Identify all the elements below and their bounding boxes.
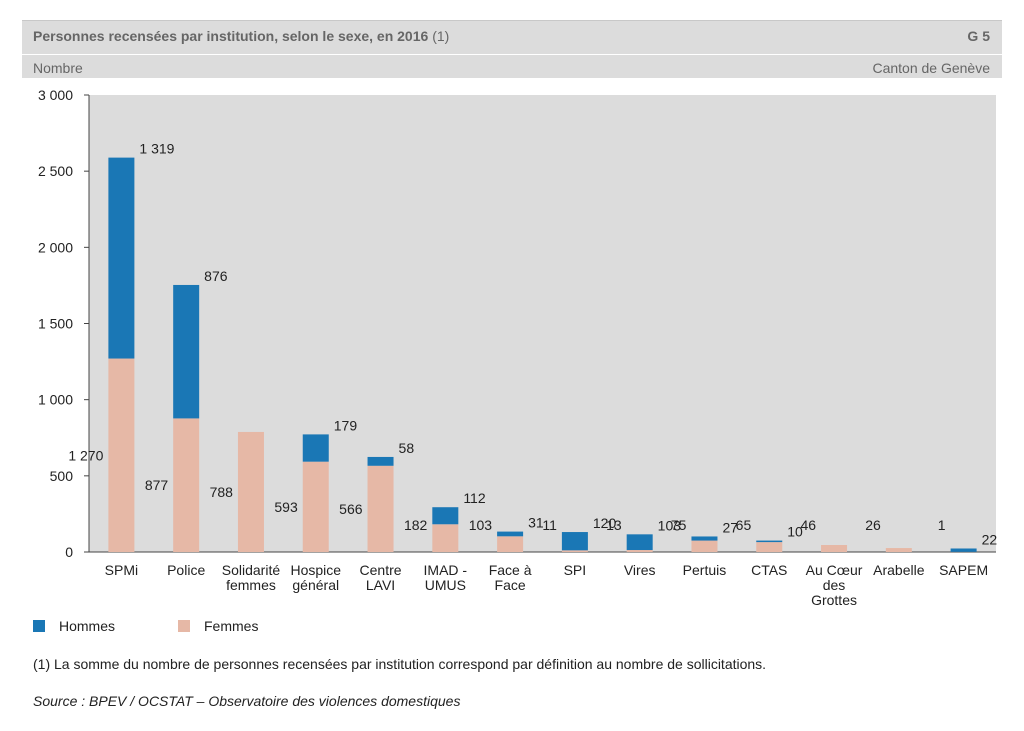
bar-hommes xyxy=(173,284,200,419)
stacked-bar-chart: 0 500 1 000 1 500 2 000 2 500 3 000 1 270 1 319 S… xyxy=(38,87,998,608)
y-tick-label: 1 000 xyxy=(38,392,73,408)
bar-hommes xyxy=(756,540,783,543)
x-tick-label: CTAS xyxy=(751,562,787,578)
chart-header: Personnes recensées par institution, sel… xyxy=(22,20,1002,78)
data-label-hommes: 58 xyxy=(399,440,415,456)
x-tick-label: SPI xyxy=(564,562,587,578)
data-label-hommes: 27 xyxy=(722,519,738,535)
data-label-hommes: 1 319 xyxy=(139,141,174,157)
bar-hommes xyxy=(626,534,653,551)
bar-femmes xyxy=(691,540,718,552)
data-label-femmes: 877 xyxy=(145,477,169,493)
data-label-hommes: 120 xyxy=(593,515,617,531)
data-label-femmes: 103 xyxy=(469,517,493,533)
bar-femmes xyxy=(821,544,848,552)
footnote: (1) La somme du nombre de personnes rece… xyxy=(33,656,767,672)
data-label-femmes: 11 xyxy=(542,517,557,533)
x-tick-label: Face xyxy=(495,577,526,593)
bar-femmes xyxy=(302,461,329,552)
legend-label-femmes: Femmes xyxy=(204,618,259,634)
data-label-femmes: 788 xyxy=(210,484,234,500)
bar-femmes xyxy=(173,418,200,552)
x-tick-label: Vires xyxy=(624,562,656,578)
unit-label: Nombre xyxy=(33,60,83,76)
bar-femmes xyxy=(108,358,135,552)
x-tick-label: Pertuis xyxy=(683,562,727,578)
chart-title: Personnes recensées par institution, sel… xyxy=(33,28,450,44)
data-label-hommes: 31 xyxy=(528,515,544,531)
y-tick-label: 3 000 xyxy=(38,87,73,103)
legend-label-hommes: Hommes xyxy=(59,618,116,634)
data-label-hommes: 103 xyxy=(658,517,682,533)
y-tick-label: 2 500 xyxy=(38,163,73,179)
graph-number: G 5 xyxy=(967,28,990,44)
bar-femmes xyxy=(885,548,912,552)
x-tick-label: LAVI xyxy=(366,577,395,593)
x-tick-label: IMAD - xyxy=(424,562,468,578)
bar-femmes xyxy=(561,550,588,552)
bar-hommes xyxy=(367,456,394,466)
header-divider xyxy=(22,54,1002,55)
x-tick-label: Grottes xyxy=(811,592,857,608)
x-tick-label: Arabelle xyxy=(873,562,925,578)
y-tick-label: 2 000 xyxy=(38,239,73,255)
y-tick-label: 1 500 xyxy=(38,316,73,332)
bar-hommes xyxy=(950,548,977,552)
bar-femmes xyxy=(626,550,653,552)
data-label-hommes: 10 xyxy=(787,524,803,540)
source-note: Source : BPEV / OCSTAT – Observatoire de… xyxy=(33,693,461,709)
bar-hommes xyxy=(302,434,329,462)
bar-femmes xyxy=(237,431,264,552)
data-label-femmes: 182 xyxy=(404,517,428,533)
data-label-femmes: 566 xyxy=(339,501,363,517)
x-tick-label: femmes xyxy=(226,577,276,593)
region-label: Canton de Genève xyxy=(872,60,990,76)
data-label-hommes: 22 xyxy=(982,531,998,547)
x-tick-label: des xyxy=(823,577,846,593)
y-tick-label: 0 xyxy=(65,544,73,560)
bar-hommes xyxy=(497,531,524,537)
data-label-femmes: 26 xyxy=(865,517,881,533)
y-tick-label: 500 xyxy=(50,468,74,484)
x-tick-label: Police xyxy=(167,562,205,578)
x-tick-label: Solidarité xyxy=(222,562,281,578)
data-label-femmes: 46 xyxy=(800,517,816,533)
title-note: (1) xyxy=(432,28,450,44)
bar-femmes xyxy=(367,465,394,552)
legend-swatch-femmes xyxy=(178,620,190,632)
data-label-femmes: 593 xyxy=(274,499,298,515)
legend-item-hommes: Hommes xyxy=(33,618,115,634)
bar-femmes xyxy=(432,524,459,552)
data-label-hommes: 876 xyxy=(204,268,228,284)
data-label-hommes: 179 xyxy=(334,417,358,433)
bar-hommes xyxy=(561,532,588,551)
x-tick-label: SAPEM xyxy=(939,562,988,578)
bar-hommes xyxy=(691,536,718,541)
data-label-hommes: 112 xyxy=(463,490,486,506)
x-tick-label: UMUS xyxy=(425,577,466,593)
x-tick-label: Centre xyxy=(360,562,402,578)
bar-femmes xyxy=(756,542,783,552)
data-label-femmes: 75 xyxy=(671,517,687,533)
data-label-femmes: 13 xyxy=(606,517,622,533)
x-tick-label: Face à xyxy=(489,562,532,578)
data-label-femmes: 65 xyxy=(736,517,752,533)
x-tick-label: général xyxy=(292,577,339,593)
x-tick-label: SPMi xyxy=(105,562,138,578)
legend-swatch-hommes xyxy=(33,620,45,632)
x-tick-label: Hospice xyxy=(290,562,341,578)
bar-hommes xyxy=(432,507,459,525)
x-tick-label: Au Cœur xyxy=(806,562,863,578)
legend-item-femmes: Femmes xyxy=(178,618,258,634)
bar-hommes xyxy=(108,157,135,359)
bar-femmes xyxy=(497,536,524,552)
data-label-femmes: 1 270 xyxy=(68,447,103,463)
data-label-femmes: 1 xyxy=(938,517,946,533)
